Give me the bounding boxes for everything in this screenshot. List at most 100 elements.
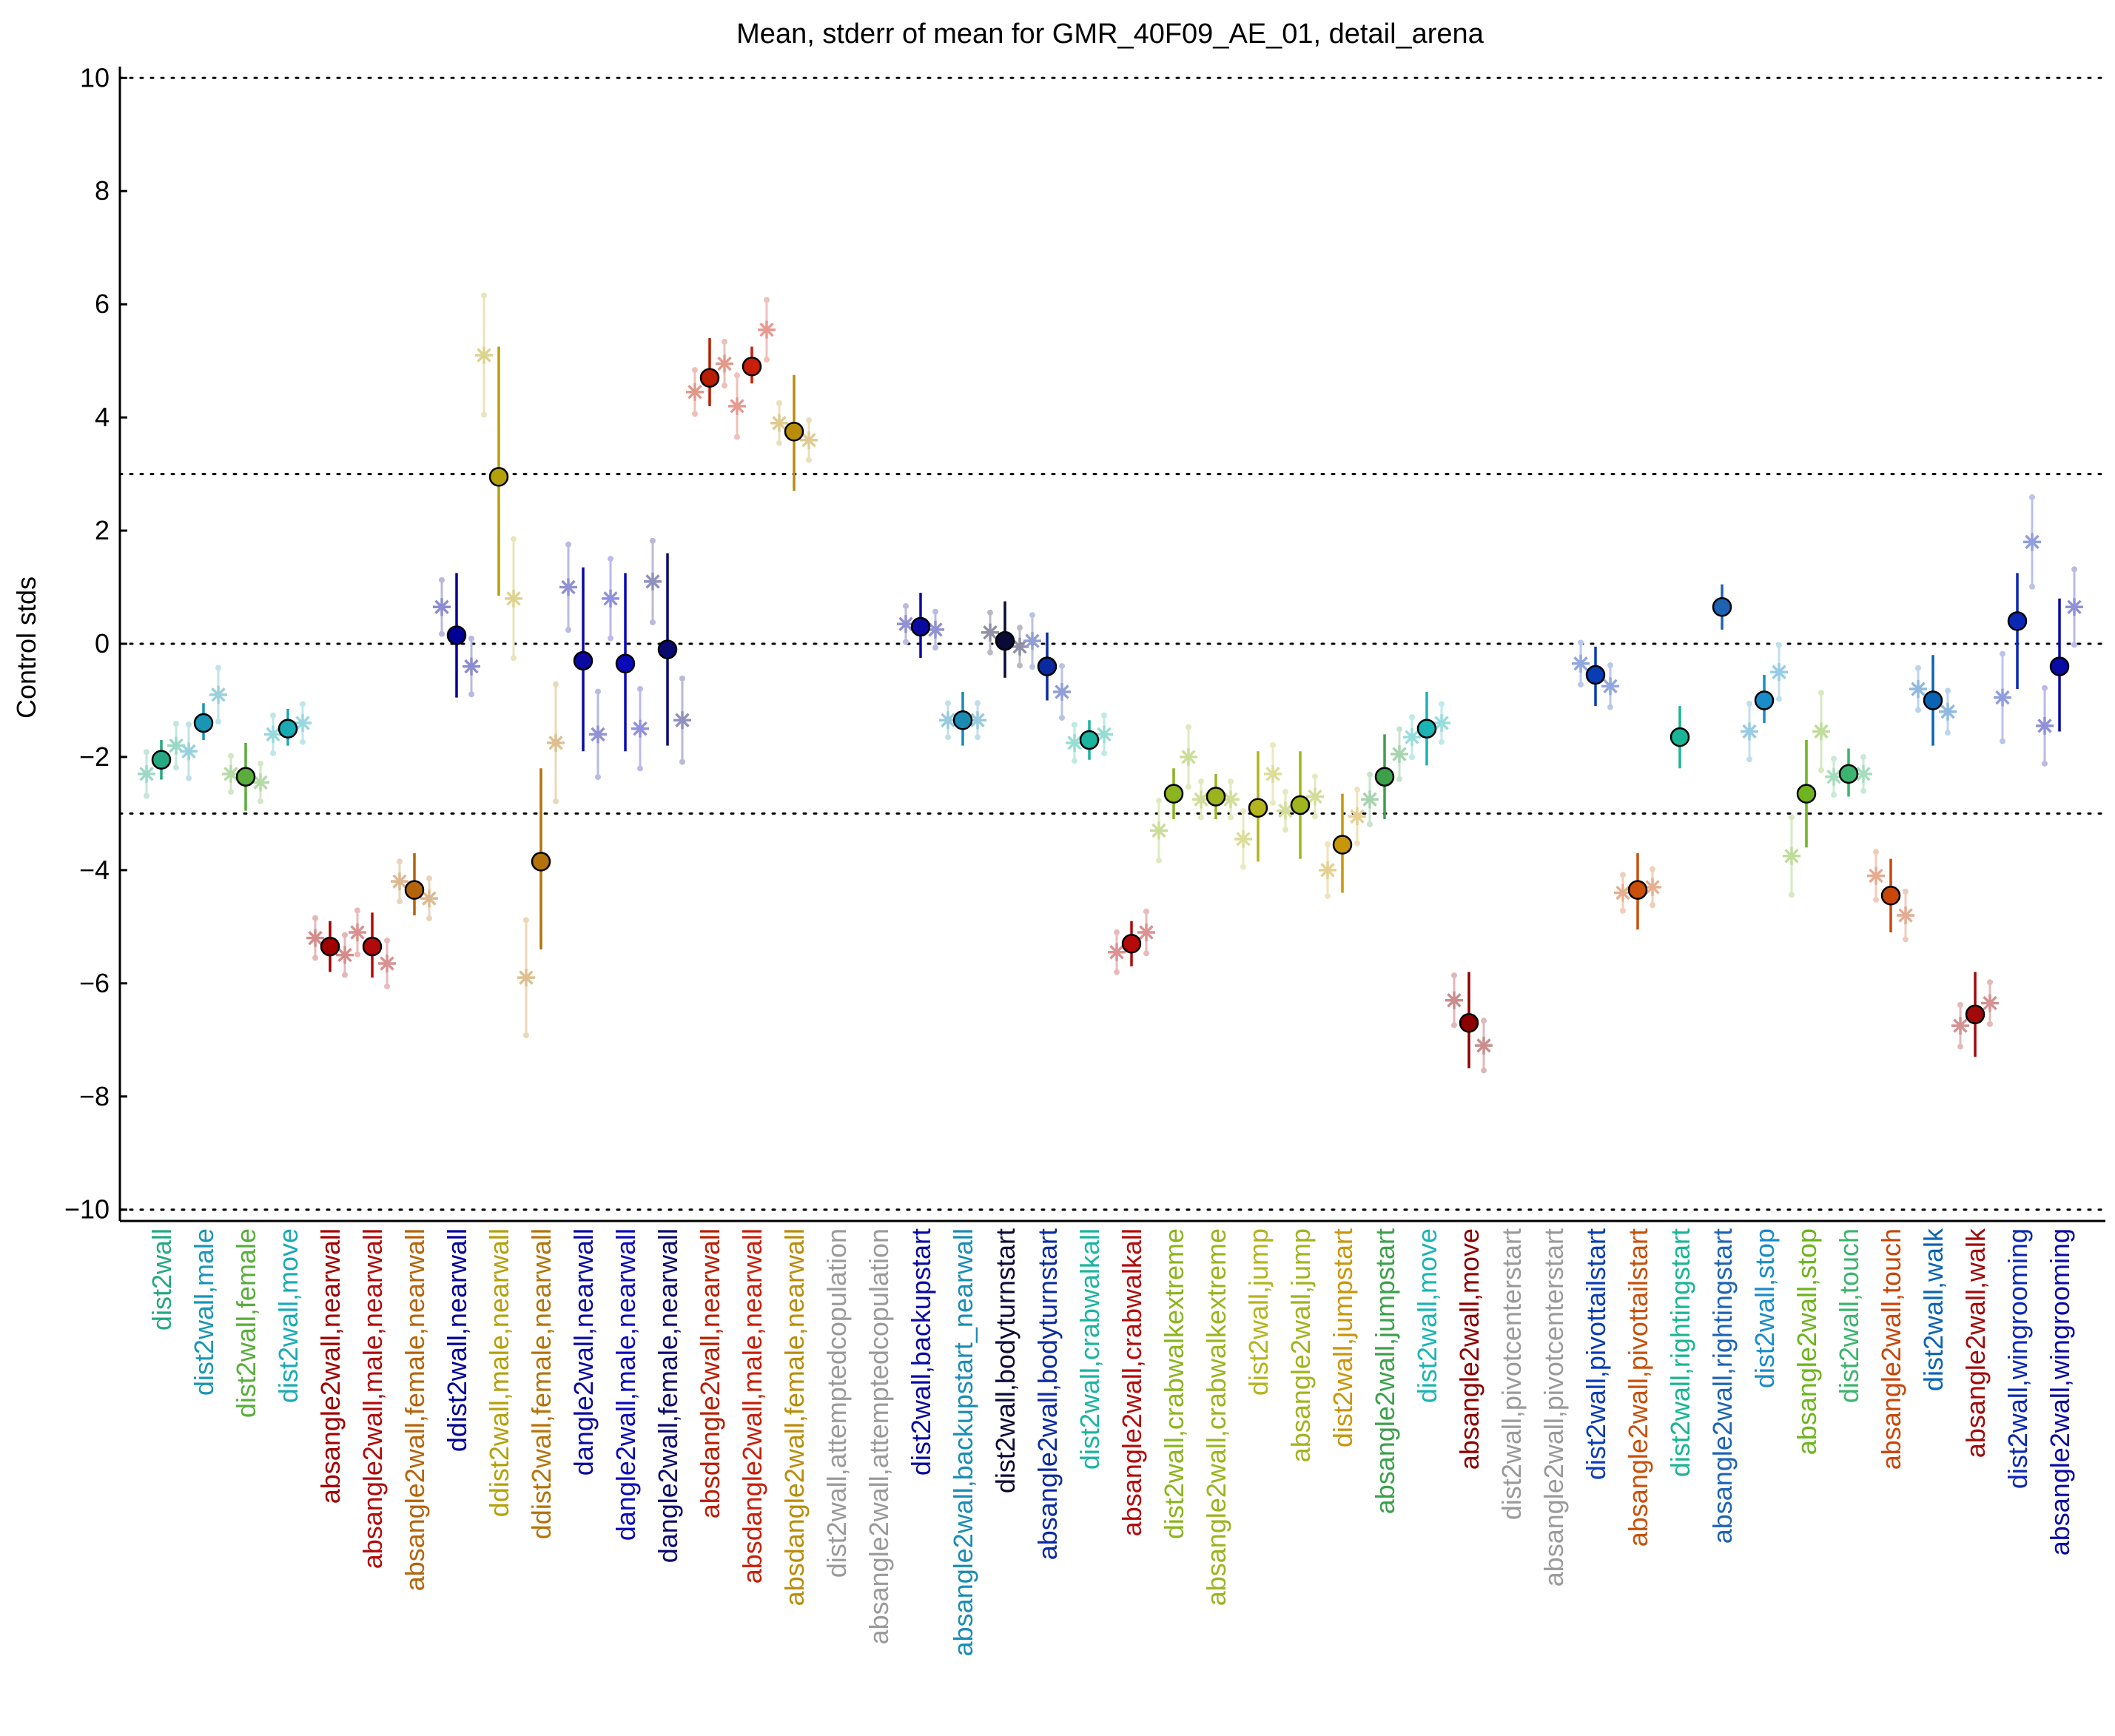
per-experiment-point	[354, 951, 360, 958]
per-experiment-point	[1198, 778, 1204, 785]
per-experiment-point	[679, 675, 685, 682]
per-experiment-point	[1029, 612, 1035, 619]
category-marks	[644, 537, 691, 765]
per-sex-mean-marker	[180, 742, 198, 761]
per-experiment-point	[1156, 798, 1162, 804]
per-experiment-point	[1156, 857, 1162, 864]
x-tick-label: dangle2wall,male,nearwall	[611, 1228, 641, 1541]
per-experiment-point	[1186, 784, 1191, 790]
per-experiment-point	[1776, 696, 1782, 702]
per-experiment-point	[903, 602, 909, 609]
per-sex-mean-marker	[1939, 702, 1957, 721]
per-experiment-point	[1903, 888, 1909, 895]
x-tick-label: dist2wall,wingrooming	[2003, 1228, 2033, 1489]
per-experiment-point	[1396, 776, 1402, 782]
per-experiment-point	[2042, 760, 2048, 767]
x-tick-label: absangle2wall,stop	[1792, 1228, 1822, 1455]
per-experiment-point	[679, 758, 685, 765]
per-experiment-point	[439, 576, 445, 583]
mean-marker	[1627, 880, 1648, 900]
per-sex-mean-marker	[644, 572, 662, 591]
mean-marker	[1163, 784, 1184, 804]
per-experiment-point	[692, 411, 698, 417]
per-experiment-point	[2029, 494, 2035, 500]
mean-marker	[2049, 656, 2070, 676]
per-experiment-point	[342, 932, 348, 938]
per-experiment-point	[975, 700, 981, 707]
mean-marker	[1880, 886, 1901, 906]
per-experiment-point	[1439, 739, 1445, 745]
y-tick-label: 6	[95, 289, 110, 319]
category-marks	[602, 556, 649, 772]
per-sex-mean-marker	[1053, 683, 1071, 701]
reference-lines	[118, 76, 2107, 1211]
category-marks	[1712, 584, 1732, 630]
category-marks	[1066, 712, 1113, 764]
mean-marker	[742, 357, 762, 377]
mean-marker	[1290, 795, 1311, 815]
per-experiment-point	[565, 541, 571, 548]
per-sex-mean-marker	[589, 725, 607, 744]
per-sex-mean-marker	[294, 714, 312, 733]
x-tick-label: absdangle2wall,female,nearwall	[779, 1228, 810, 1606]
y-tick-label: 2	[95, 515, 110, 545]
category-marks	[1023, 612, 1071, 721]
x-tick-label: absangle2wall,female,nearwall	[400, 1228, 430, 1591]
per-experiment-point	[1059, 663, 1065, 670]
x-tick-label: absangle2wall,crabwalkextreme	[1201, 1228, 1231, 1606]
per-experiment-point	[932, 608, 938, 615]
per-experiment-point	[903, 639, 909, 645]
per-experiment-point	[1439, 701, 1445, 707]
per-experiment-point	[1017, 662, 1023, 669]
per-experiment-point	[312, 955, 318, 961]
per-experiment-point	[523, 917, 529, 923]
per-experiment-point	[511, 655, 517, 662]
per-experiment-point	[722, 338, 727, 345]
category-marks	[1741, 642, 1788, 763]
category-marks	[1403, 692, 1450, 766]
per-experiment-point	[1987, 979, 1993, 986]
per-experiment-point	[270, 750, 276, 756]
per-experiment-point	[734, 372, 740, 379]
per-experiment-point	[1578, 639, 1584, 646]
per-experiment-point	[553, 681, 559, 687]
per-sex-mean-marker	[1951, 1017, 1969, 1035]
per-experiment-point	[1620, 907, 1626, 914]
per-sex-mean-marker	[602, 589, 619, 608]
per-experiment-point	[1198, 814, 1204, 821]
per-sex-mean-marker	[728, 397, 746, 415]
x-tick-label: dangle2wall,female,nearwall	[653, 1228, 683, 1563]
per-sex-mean-marker	[673, 711, 691, 730]
per-experiment-point	[228, 789, 234, 795]
per-sex-mean-marker	[306, 929, 324, 947]
per-experiment-point	[439, 630, 445, 637]
per-experiment-point	[764, 297, 770, 303]
per-experiment-point	[481, 292, 487, 299]
per-sex-mean-marker	[336, 946, 354, 964]
mean-marker	[784, 421, 804, 442]
per-experiment-point	[1818, 767, 1824, 773]
per-sex-mean-marker	[1981, 994, 1999, 1012]
category-marks	[138, 721, 185, 799]
x-tick-label: dist2wall,touch	[1834, 1228, 1864, 1403]
per-experiment-point	[1325, 892, 1331, 899]
per-sex-mean-marker	[1277, 801, 1294, 820]
per-sex-mean-marker	[1180, 747, 1197, 766]
x-tick-label: dist2wall,jump	[1243, 1228, 1274, 1396]
mean-marker	[699, 368, 720, 388]
mean-marker	[952, 710, 973, 730]
per-experiment-point	[1409, 714, 1415, 721]
y-tick-label: 8	[95, 175, 110, 206]
per-experiment-point	[2071, 642, 2077, 648]
mean-marker	[1374, 767, 1395, 787]
per-experiment-point	[637, 765, 643, 772]
category-marks	[1825, 748, 1872, 798]
y-tick-label: −4	[79, 855, 110, 885]
x-tick-label: ddist2wall,female,nearwall	[526, 1228, 557, 1539]
per-sex-mean-marker	[1234, 830, 1252, 848]
per-experiment-point	[945, 734, 951, 741]
data-marks	[138, 292, 2083, 1074]
category-marks	[981, 601, 1029, 678]
category-marks	[1994, 494, 2041, 744]
per-experiment-point	[595, 774, 601, 781]
